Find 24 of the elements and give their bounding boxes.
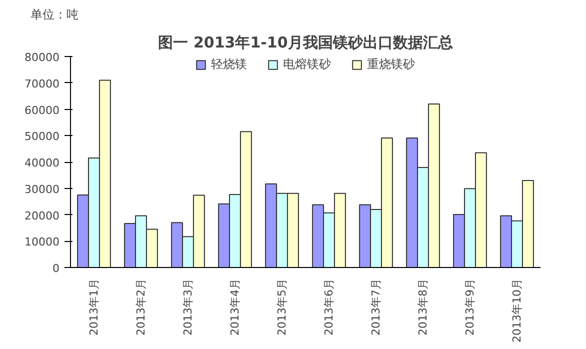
y-tick-label: 40000: [24, 156, 60, 170]
y-tick-label: 80000: [24, 51, 60, 64]
x-tick-label: 2013年5月: [276, 278, 288, 336]
x-tick-label: 2013年3月: [182, 278, 194, 336]
x-tick-label: 2013年4月: [228, 278, 242, 336]
y-tick-label: 70000: [24, 77, 60, 90]
legend-label: 重烧镁砂: [367, 56, 415, 73]
y-tick-label: 50000: [24, 130, 60, 144]
x-tick-label: 2013年10月: [510, 278, 524, 342]
y-tick-label: 20000: [24, 209, 60, 222]
x-tick-label: 2013年9月: [464, 278, 476, 336]
x-tick-label: 2013年6月: [322, 278, 336, 336]
y-tick-label: 60000: [24, 104, 60, 117]
legend-label: 电熔镁砂: [283, 56, 331, 73]
x-tick-label: 2013年1月: [88, 278, 100, 336]
x-tick-label: 2013年7月: [370, 278, 382, 336]
y-tick-label: 0: [52, 262, 60, 275]
y-axis-title: 单位：吨: [30, 8, 78, 22]
x-tick-label: 2013年8月: [416, 278, 430, 336]
y-tick-label: 10000: [24, 236, 60, 249]
y-tick-label: 30000: [24, 182, 60, 196]
x-tick-label: 2013年2月: [134, 278, 148, 336]
chart-title: 图一 2013年1-10月我国镁砂出口数据汇总: [158, 34, 453, 52]
legend-label: 轻烧镁: [211, 56, 247, 73]
